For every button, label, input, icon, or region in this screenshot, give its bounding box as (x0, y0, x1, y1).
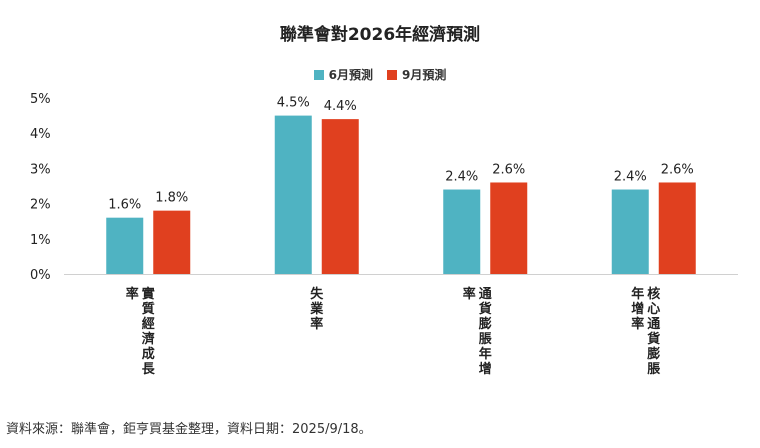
data-label: 2.6% (492, 162, 525, 177)
bar (274, 115, 312, 274)
x-category-label: 率 (463, 286, 476, 302)
bar (153, 210, 191, 274)
x-category-label: 增 (631, 301, 644, 317)
bar (106, 217, 144, 274)
y-tick-label: 3% (30, 162, 51, 177)
chart-title: 聯準會對2026年經濟預測 (279, 25, 481, 45)
data-label: 4.5% (277, 96, 310, 111)
y-tick-label: 1% (30, 233, 51, 248)
x-category-label: 年 (479, 346, 492, 362)
y-tick-label: 4% (30, 127, 51, 142)
legend-item-september: 9月預測 (387, 66, 446, 83)
legend: 6月預測 9月預測 (0, 66, 760, 83)
legend-swatch-june (313, 69, 324, 80)
x-category-label: 增 (479, 361, 492, 377)
x-category-label: 長 (142, 362, 156, 377)
legend-label-september: 9月預測 (402, 68, 447, 82)
x-category-label: 經 (142, 316, 155, 332)
x-category-label: 濟 (142, 331, 155, 347)
x-category-label: 通 (479, 286, 492, 302)
legend-swatch-september (387, 69, 397, 80)
bar (611, 189, 649, 274)
bar (490, 182, 528, 274)
x-category-label: 實 (142, 286, 155, 302)
x-category-label: 質 (142, 301, 155, 317)
x-category-label: 貨 (647, 331, 660, 347)
bar (658, 182, 696, 274)
legend-label-june: 6月預測 (328, 68, 373, 82)
x-category-label: 脹 (647, 362, 660, 377)
source-note: 資料來源：聯準會，鉅亨買基金整理，資料日期：2025/9/18。 (6, 422, 372, 437)
x-category-label: 成 (142, 346, 155, 362)
data-label: 4.4% (324, 99, 357, 114)
y-tick-label: 0% (30, 268, 51, 283)
data-label: 2.4% (445, 170, 478, 185)
x-category-label: 率 (631, 316, 644, 332)
x-category-label: 膨 (478, 316, 492, 332)
x-category-label: 率 (310, 316, 323, 332)
y-tick-label: 5% (30, 92, 51, 107)
x-category-label: 通 (647, 316, 660, 332)
x-category-label: 膨 (646, 346, 660, 362)
x-category-label: 率 (126, 286, 139, 302)
x-category-label: 心 (647, 302, 660, 317)
data-label: 1.8% (155, 191, 188, 206)
bar (321, 119, 359, 275)
x-category-label: 年 (631, 286, 644, 302)
legend-item-june: 6月預測 (313, 66, 373, 83)
x-category-label: 業 (309, 301, 324, 317)
data-label: 1.6% (108, 198, 141, 213)
y-tick-label: 2% (30, 198, 51, 213)
bar (443, 189, 481, 274)
x-category-label: 核 (647, 286, 660, 302)
x-category-label: 脹 (479, 332, 492, 347)
data-label: 2.4% (614, 170, 647, 185)
x-category-label: 失 (310, 286, 324, 302)
data-label: 2.6% (661, 162, 694, 177)
x-category-label: 貨 (479, 301, 492, 317)
